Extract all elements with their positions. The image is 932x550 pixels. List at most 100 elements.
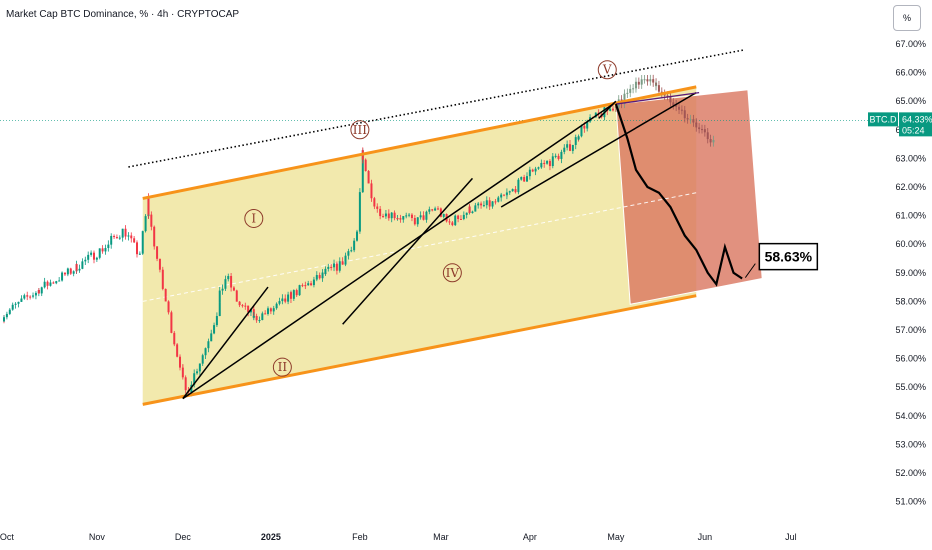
candle-body xyxy=(3,317,5,322)
candle-body xyxy=(514,189,517,193)
candle-body xyxy=(454,215,457,226)
x-tick-label: Dec xyxy=(175,532,192,542)
candle-body xyxy=(712,140,715,143)
candle-body xyxy=(107,244,110,249)
candle-body xyxy=(298,285,301,296)
y-tick-label: 63.00% xyxy=(895,153,926,163)
candle-body xyxy=(560,151,563,159)
symbol-tag-label: BTC.D xyxy=(870,114,898,124)
projection-box xyxy=(615,89,763,305)
candle-body xyxy=(84,259,87,262)
candle-body xyxy=(574,137,577,145)
x-tick-label: Oct xyxy=(0,532,14,542)
candle-body xyxy=(304,285,307,287)
candle-body xyxy=(156,246,159,259)
candle-body xyxy=(90,252,93,255)
candle-body xyxy=(110,235,113,241)
candle-body xyxy=(179,356,181,368)
candle-body xyxy=(307,283,310,286)
x-tick-label: Jun xyxy=(698,532,713,542)
candle-body xyxy=(537,167,540,169)
candle-body xyxy=(612,108,614,111)
candle-body xyxy=(301,285,304,287)
wave-label: II xyxy=(278,360,288,374)
candle-body xyxy=(210,333,213,342)
candle-body xyxy=(586,121,589,129)
y-tick-label: 57.00% xyxy=(895,325,926,335)
candle-body xyxy=(292,290,295,299)
candle-body xyxy=(227,276,230,280)
candle-body xyxy=(327,266,330,269)
candle-body xyxy=(66,268,69,275)
candle-body xyxy=(29,296,32,298)
candle-body xyxy=(520,177,523,180)
y-tick-label: 58.00% xyxy=(895,296,926,306)
candle-body xyxy=(451,222,454,226)
candle-body xyxy=(113,235,116,238)
candle-body xyxy=(173,332,176,345)
candle-body xyxy=(40,287,43,294)
candle-body xyxy=(413,218,416,225)
candle-body xyxy=(218,302,221,317)
candle-body xyxy=(416,217,419,225)
candle-body xyxy=(695,122,698,128)
candle-body xyxy=(153,226,156,247)
candle-body xyxy=(387,213,390,219)
candle-body xyxy=(330,266,333,268)
candle-body xyxy=(422,215,425,220)
candle-body xyxy=(419,215,422,218)
candle-body xyxy=(482,205,485,207)
candle-body xyxy=(566,144,569,148)
candle-body xyxy=(649,79,652,82)
candle-body xyxy=(118,237,121,239)
candle-body xyxy=(508,191,511,193)
callout-label: 58.63% xyxy=(765,249,813,265)
y-tick-label: 62.00% xyxy=(895,182,926,192)
candle-body xyxy=(698,127,701,130)
candle-body xyxy=(72,271,75,274)
candle-body xyxy=(52,282,55,284)
candle-body xyxy=(623,93,626,104)
y-tick-label: 61.00% xyxy=(895,211,926,221)
candle-body xyxy=(230,276,233,288)
candle-body xyxy=(204,348,207,356)
candle-body xyxy=(167,301,170,313)
candle-body xyxy=(235,290,238,302)
candle-body xyxy=(382,216,385,218)
candle-body xyxy=(272,308,275,312)
y-tick-label: 66.00% xyxy=(895,68,926,78)
candle-body xyxy=(201,355,204,364)
candle-body xyxy=(356,231,358,241)
percent-scale-button[interactable]: % xyxy=(893,5,921,31)
candle-body xyxy=(133,238,136,243)
candle-body xyxy=(69,268,72,274)
candle-body xyxy=(686,118,689,120)
price-tag xyxy=(899,112,932,137)
candle-body xyxy=(689,119,692,121)
candle-body xyxy=(480,203,483,206)
candle-body xyxy=(557,155,560,159)
symbol-tag xyxy=(868,112,898,127)
wave-circle xyxy=(442,263,462,283)
candle-body xyxy=(124,228,127,237)
candle-body xyxy=(546,160,549,164)
wave-label: IV xyxy=(446,266,460,280)
candle-body xyxy=(494,201,497,203)
candle-body xyxy=(261,313,264,321)
candle-body xyxy=(264,313,267,315)
candle-body xyxy=(534,168,537,172)
candle-body xyxy=(569,144,571,151)
candle-body xyxy=(215,316,218,326)
price-tag-countdown: 05:24 xyxy=(902,125,925,135)
wave-label: I xyxy=(251,211,256,225)
candle-body xyxy=(49,282,52,286)
trend-line xyxy=(500,91,697,208)
candle-body xyxy=(523,177,526,182)
candle-body xyxy=(503,194,506,196)
candle-body xyxy=(170,312,173,333)
candle-body xyxy=(312,279,315,286)
candle-body xyxy=(258,320,261,322)
candle-body xyxy=(278,301,281,304)
